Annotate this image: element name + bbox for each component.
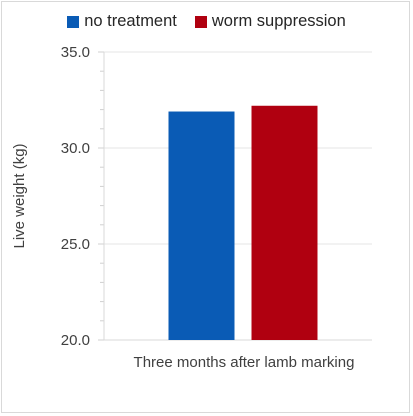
bar-no-treatment — [168, 111, 235, 341]
legend: no treatment worm suppression — [0, 12, 413, 31]
x-category-label: Three months after lamb marking — [134, 354, 355, 371]
minor-ticks — [98, 51, 104, 341]
legend-item-no-treatment: no treatment — [67, 12, 177, 31]
legend-label-worm-suppression: worm suppression — [211, 12, 346, 30]
bars — [168, 105, 318, 341]
y-tick-label: 35.0 — [61, 44, 90, 61]
legend-swatch-worm-suppression — [194, 15, 207, 28]
y-tick-label: 20.0 — [61, 332, 90, 349]
legend-item-worm-suppression: worm suppression — [194, 12, 346, 31]
gridlines — [104, 51, 372, 245]
y-tick-label: 25.0 — [61, 236, 90, 253]
legend-label-no-treatment: no treatment — [84, 12, 177, 30]
y-tick-labels: 20.0 25.0 30.0 35.0 — [61, 44, 90, 349]
bar-worm-suppression — [251, 105, 318, 340]
y-tick-label: 30.0 — [61, 140, 90, 157]
y-axis-label: Live weight (kg) — [11, 143, 28, 248]
legend-swatch-no-treatment — [67, 15, 80, 28]
